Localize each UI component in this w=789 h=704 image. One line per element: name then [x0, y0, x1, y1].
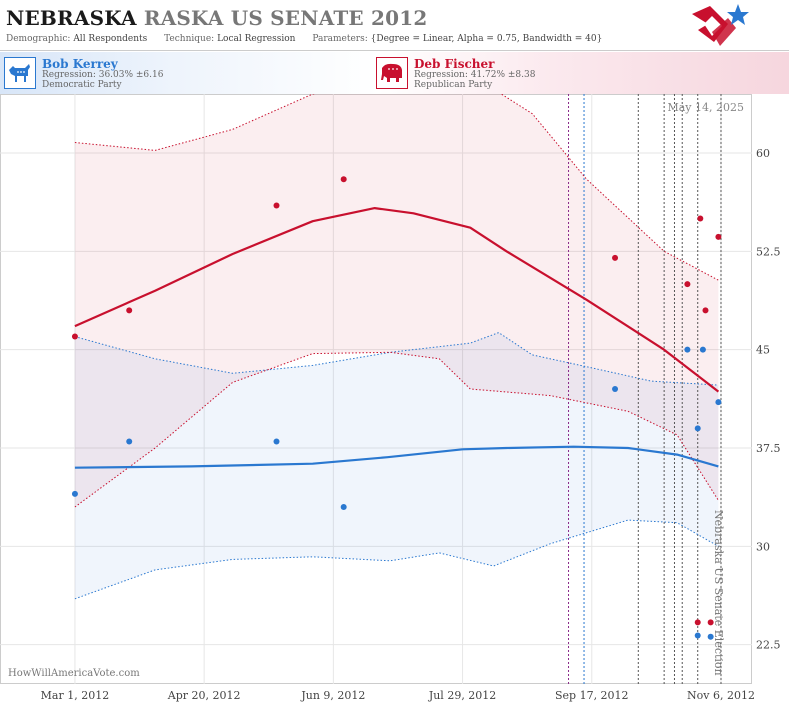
data-point: [612, 254, 619, 261]
candidate-name: Bob Kerrey: [42, 57, 118, 71]
data-point: [697, 215, 704, 222]
data-point: [699, 346, 706, 353]
elephant-icon: [376, 57, 408, 89]
x-tick-label: Nov 6, 2012: [687, 689, 755, 702]
chart-title: NEBRASKA RASKA US SENATE 2012: [6, 6, 428, 30]
candidate-name: Deb Fischer: [414, 57, 495, 71]
demographic-label: Demographic:: [6, 34, 71, 44]
x-tick-label: Jun 9, 2012: [300, 689, 365, 702]
trend-line: [74, 445, 719, 469]
x-tick-label: Jul 29, 2012: [428, 689, 497, 702]
regression-chart: 22.5 30 37.5 45 52.5 60 Mar 1, 2012 Apr 20, 201…: [0, 94, 781, 702]
data-point: [340, 176, 347, 183]
site-logo: [692, 4, 749, 46]
data-point: [71, 333, 78, 340]
candidate-regression: Regression: 41.72% ±8.38: [414, 70, 536, 80]
band-upper-line: [74, 332, 719, 386]
data-point: [715, 233, 722, 240]
data-point: [694, 619, 701, 626]
parameters-row: Demographic: All Respondents Technique: …: [6, 34, 616, 44]
data-point: [126, 438, 133, 445]
x-tick-label: Mar 1, 2012: [41, 689, 110, 702]
data-point: [684, 346, 691, 353]
title-state: NEBRASKA: [6, 6, 137, 30]
confidence-band: [74, 332, 719, 599]
y-tick-label: 22.5: [756, 639, 781, 652]
band-lower-line: [74, 351, 719, 508]
donkey-icon: [4, 57, 36, 89]
title-rest: RASKA US SENATE 2012: [143, 6, 428, 30]
parameters-value: {Degree = Linear, Alpha = 0.75, Bandwidt…: [370, 34, 603, 44]
data-point: [71, 490, 78, 497]
data-point: [340, 504, 347, 510]
y-tick-label: 52.5: [756, 245, 781, 258]
data-point: [702, 307, 709, 314]
date-stamp: May 14, 2025: [667, 101, 744, 114]
data-point: [707, 633, 714, 640]
trend-line: [74, 207, 720, 393]
logo-star-icon: [727, 4, 749, 25]
data-point: [715, 399, 722, 406]
y-tick-label: 45: [756, 344, 770, 357]
y-tick-label: 37.5: [756, 442, 781, 455]
data-point: [126, 307, 133, 314]
logo-red-stripe: [712, 18, 736, 46]
x-tick-label: Sep 17, 2012: [555, 689, 629, 702]
candidate-party: Democratic Party: [42, 80, 122, 90]
band-lower-line: [74, 519, 719, 600]
x-tick-label: Apr 20, 2012: [167, 689, 241, 702]
data-point: [684, 281, 691, 288]
candidate-regression: Regression: 36.03% ±6.16: [42, 70, 164, 80]
data-point: [707, 619, 714, 626]
demographic-value: All Respondents: [73, 34, 148, 44]
technique-value: Local Regression: [217, 34, 296, 44]
site-credit: HowWillAmericaVote.com: [8, 668, 140, 679]
data-point: [612, 386, 619, 392]
data-point: [694, 425, 701, 432]
candidate-party: Republican Party: [414, 80, 493, 90]
parameters-label: Parameters:: [312, 34, 368, 44]
technique-label: Technique:: [164, 34, 215, 44]
data-point: [273, 202, 280, 209]
y-tick-label: 60: [756, 147, 770, 160]
event-label: Nebraska US Senate Election: [712, 510, 725, 676]
plot-frame: [0, 94, 752, 684]
data-point: [694, 632, 701, 639]
header-divider: [0, 50, 789, 51]
logo-white-chevron: [704, 16, 722, 36]
data-point: [273, 438, 280, 445]
y-tick-label: 30: [756, 540, 770, 553]
confidence-band: [74, 94, 719, 507]
